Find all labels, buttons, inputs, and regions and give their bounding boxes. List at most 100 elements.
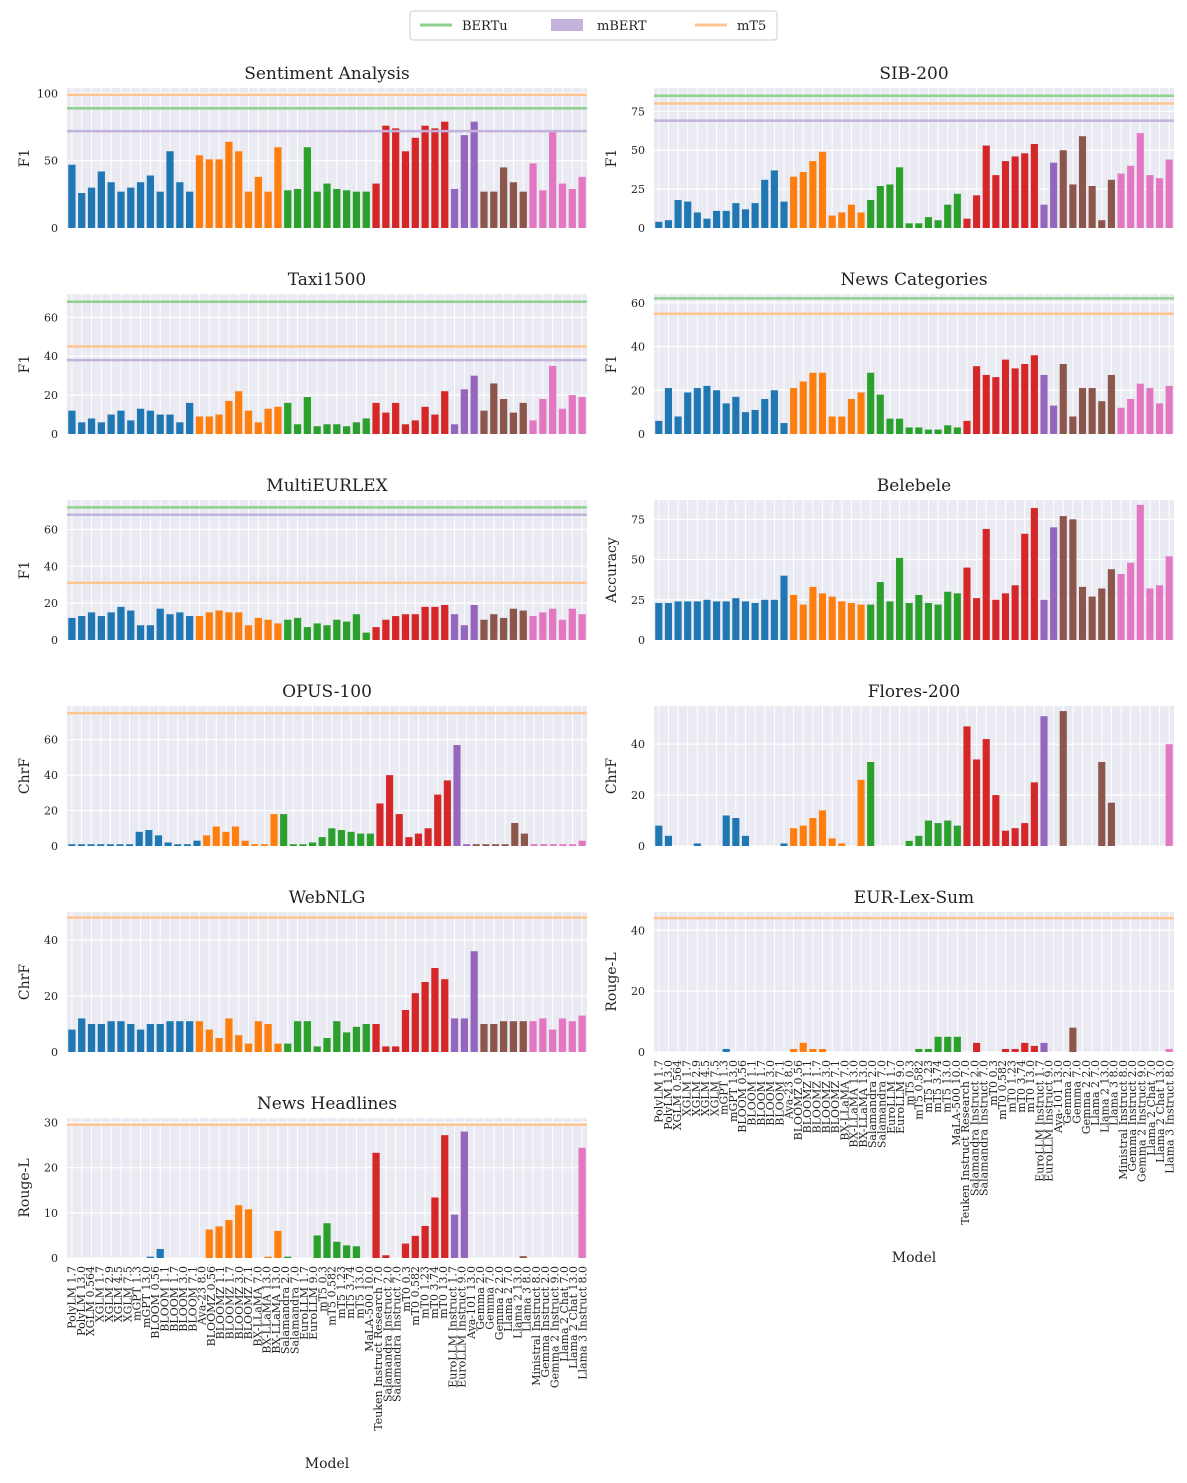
bar bbox=[117, 191, 125, 228]
x-tick-label: BLOOMZ 3.0 bbox=[233, 1266, 246, 1339]
x-tick-label: EuroLLM Instruct 9.0 bbox=[1043, 1060, 1056, 1182]
bar bbox=[136, 182, 145, 228]
bar bbox=[818, 372, 827, 434]
x-tick-label: mT5 3.74 bbox=[344, 1266, 357, 1319]
x-tick-label: Ministral Instruct 8.0 bbox=[530, 1266, 543, 1386]
bar bbox=[741, 601, 750, 640]
y-tick-label: 40 bbox=[44, 560, 58, 573]
x-tick-label: BLOOM 1.7 bbox=[755, 1060, 768, 1126]
bar bbox=[225, 141, 233, 228]
bar bbox=[790, 594, 798, 640]
bar bbox=[1050, 405, 1058, 434]
bar bbox=[136, 625, 145, 640]
bar bbox=[982, 528, 990, 640]
chart-news-categories: 0 20 40 60 News Categories F1 bbox=[604, 270, 1174, 441]
bar bbox=[558, 619, 567, 640]
bar bbox=[421, 1225, 429, 1258]
bar bbox=[1030, 144, 1038, 228]
x-tick-label: mT0 13.0 bbox=[1024, 1060, 1037, 1113]
bar bbox=[241, 840, 249, 846]
bar bbox=[1021, 823, 1029, 846]
bar bbox=[235, 1205, 243, 1258]
bar bbox=[1001, 161, 1010, 228]
bar bbox=[1030, 782, 1038, 846]
bar bbox=[732, 818, 740, 846]
bar bbox=[1059, 150, 1067, 228]
bar bbox=[342, 1032, 351, 1052]
x-tick-label: XGLM 0.564 bbox=[671, 1060, 684, 1130]
bar bbox=[751, 409, 759, 434]
bar bbox=[313, 623, 321, 640]
bar bbox=[411, 993, 419, 1052]
bar bbox=[1011, 828, 1019, 846]
x-tick-label: mT5 0.582 bbox=[913, 1060, 926, 1120]
x-tick-label: XGLM 4.5 bbox=[699, 1060, 712, 1116]
bar bbox=[809, 1048, 817, 1052]
bar bbox=[809, 818, 817, 846]
bar bbox=[372, 1152, 380, 1258]
x-tick-label: BLOOMZ 1.1 bbox=[801, 1060, 814, 1133]
x-tick-label: Aya-23 8.0 bbox=[196, 1266, 209, 1326]
bar bbox=[924, 602, 933, 640]
bar bbox=[215, 414, 223, 434]
y-tick-label: 0 bbox=[638, 428, 645, 441]
bar bbox=[411, 1235, 419, 1258]
bar bbox=[934, 220, 942, 228]
bar bbox=[1107, 802, 1115, 846]
x-tick-label: Llama 2 13.0 bbox=[1098, 1060, 1111, 1133]
y-tick-label: 50 bbox=[44, 155, 58, 168]
x-tick-label: MaLA-500 10.0 bbox=[363, 1266, 376, 1352]
bar bbox=[703, 385, 711, 434]
bar bbox=[372, 183, 380, 228]
x-tick-label: mT0 0.582 bbox=[409, 1266, 422, 1326]
bar bbox=[568, 608, 576, 640]
y-tick-label: 75 bbox=[631, 513, 645, 526]
bar bbox=[1069, 1027, 1077, 1052]
bar bbox=[664, 388, 673, 434]
bar bbox=[87, 844, 95, 846]
bar bbox=[470, 951, 478, 1052]
bar bbox=[934, 1036, 942, 1052]
x-tick-label: BLOOM 3.0 bbox=[764, 1060, 777, 1126]
chart-title: OPUS-100 bbox=[282, 682, 372, 702]
x-tick-label: Llama 2 Chat 13.0 bbox=[567, 1266, 580, 1369]
bar bbox=[313, 1235, 321, 1258]
bar bbox=[674, 601, 682, 640]
plot-area bbox=[654, 912, 1174, 1052]
y-tick-label: 60 bbox=[44, 311, 58, 324]
bar bbox=[529, 616, 537, 640]
x-tick-label: BLOOM 7.1 bbox=[186, 1266, 199, 1332]
bar bbox=[135, 831, 143, 846]
bar bbox=[1011, 368, 1019, 434]
bar bbox=[166, 1021, 174, 1052]
bar bbox=[225, 1018, 233, 1052]
x-tick-label: BX-LLaMA 7.0 bbox=[838, 1060, 851, 1141]
bar bbox=[799, 381, 807, 434]
bar bbox=[284, 1043, 292, 1052]
bar bbox=[203, 835, 211, 846]
bar bbox=[490, 1024, 498, 1052]
y-tick-label: 0 bbox=[638, 222, 645, 235]
x-tick-label: mT0 0.3 bbox=[400, 1266, 413, 1312]
x-tick-label: Gemma Instruct 2.0 bbox=[1126, 1060, 1139, 1172]
bar bbox=[450, 1214, 459, 1258]
bar bbox=[895, 557, 904, 640]
bar bbox=[491, 844, 500, 846]
bar bbox=[68, 410, 76, 434]
bar bbox=[944, 591, 952, 640]
y-axis-label: ChrF bbox=[604, 758, 620, 794]
x-tick-label: MaLA-500 10.0 bbox=[950, 1060, 963, 1146]
bar bbox=[732, 203, 740, 228]
bar bbox=[401, 151, 410, 228]
y-tick-label: 20 bbox=[44, 805, 58, 818]
chart-title: Flores-200 bbox=[868, 682, 961, 702]
x-tick-label: mT5 0.582 bbox=[326, 1266, 339, 1326]
bar bbox=[460, 625, 468, 640]
legend-box bbox=[409, 10, 778, 41]
bar bbox=[235, 151, 243, 228]
x-tick-label: Aya-23 8.0 bbox=[783, 1060, 796, 1120]
x-tick-label: Gemma 7.0 bbox=[484, 1266, 497, 1330]
bar bbox=[549, 1029, 557, 1052]
bar bbox=[1127, 165, 1135, 228]
